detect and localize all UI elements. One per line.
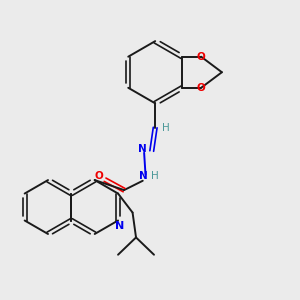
Text: H: H (151, 171, 159, 181)
Text: N: N (138, 144, 147, 154)
Text: N: N (140, 171, 148, 181)
Text: H: H (162, 122, 170, 133)
Text: N: N (115, 221, 124, 231)
Text: O: O (94, 171, 103, 181)
Text: O: O (197, 52, 206, 62)
Text: O: O (197, 83, 206, 93)
